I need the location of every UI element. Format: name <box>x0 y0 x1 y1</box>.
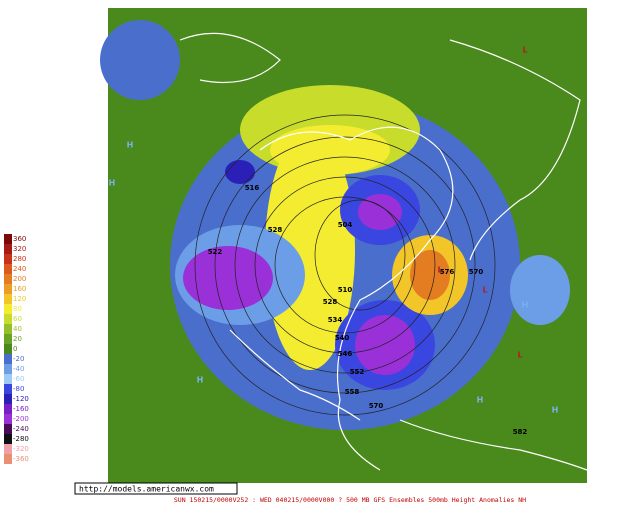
map-label: 582 <box>513 428 528 436</box>
legend-swatch <box>4 424 12 434</box>
anomaly-field <box>358 194 402 230</box>
legend-swatch <box>4 294 12 304</box>
map-label: 522 <box>208 248 223 256</box>
map-label: H <box>522 301 529 310</box>
map-label: H <box>127 141 134 150</box>
map-label: H <box>552 406 559 415</box>
map-label: 528 <box>268 226 283 234</box>
legend-label: -120 <box>13 395 29 403</box>
legend-label: 40 <box>13 325 22 333</box>
legend-label: -160 <box>13 405 29 413</box>
legend-label: 280 <box>13 255 26 263</box>
legend-swatch <box>4 354 12 364</box>
legend-swatch <box>4 454 12 464</box>
legend-swatch <box>4 264 12 274</box>
legend-label: -40 <box>13 365 24 373</box>
map-label: 540 <box>335 334 350 342</box>
map-label: 504 <box>338 221 353 229</box>
legend-swatch <box>4 344 12 354</box>
map-label: H <box>109 179 116 188</box>
map-label: 558 <box>345 388 360 396</box>
legend-label: -320 <box>13 445 29 453</box>
legend-swatch <box>4 304 12 314</box>
legend-swatch <box>4 244 12 254</box>
caption: SUN 150215/0000V252 : WED 040215/0000V00… <box>174 496 526 504</box>
legend-swatch <box>4 444 12 454</box>
legend-label: 240 <box>13 265 26 273</box>
map-label: H <box>477 396 484 405</box>
legend-label: 80 <box>13 305 22 313</box>
legend-swatch <box>4 334 12 344</box>
map-label: 570 <box>369 402 384 410</box>
anomaly-field <box>265 130 355 370</box>
legend-label: 360 <box>13 235 26 243</box>
legend-swatch <box>4 384 12 394</box>
anomaly-field <box>410 250 450 300</box>
anomaly-field <box>183 246 273 310</box>
legend: 360320280240200160120806040200-20-40-60-… <box>4 234 29 464</box>
legend-swatch <box>4 254 12 264</box>
map-label: 534 <box>328 316 343 324</box>
legend-swatch <box>4 274 12 284</box>
legend-label: 0 <box>13 345 17 353</box>
legend-label: 200 <box>13 275 26 283</box>
legend-label: -20 <box>13 355 24 363</box>
legend-label: 160 <box>13 285 26 293</box>
legend-swatch <box>4 374 12 384</box>
anomaly-field <box>225 160 255 184</box>
legend-label: 320 <box>13 245 26 253</box>
legend-swatch <box>4 324 12 334</box>
map-label: H <box>197 376 204 385</box>
map-label: 516 <box>245 184 260 192</box>
map-label: L <box>482 286 487 295</box>
legend-label: -240 <box>13 425 29 433</box>
legend-label: 60 <box>13 315 22 323</box>
map-label: 552 <box>350 368 365 376</box>
legend-swatch <box>4 414 12 424</box>
map-label: 528 <box>323 298 338 306</box>
legend-label: 120 <box>13 295 26 303</box>
anomaly-field <box>355 315 415 375</box>
map <box>100 8 588 483</box>
legend-label: -360 <box>13 455 29 463</box>
legend-swatch <box>4 404 12 414</box>
anomaly-field <box>510 255 570 325</box>
coastlines <box>179 32 588 471</box>
map-label: L <box>437 266 442 275</box>
map-label: L <box>522 46 527 55</box>
legend-swatch <box>4 314 12 324</box>
legend-swatch <box>4 394 12 404</box>
map-label: 570 <box>469 268 484 276</box>
legend-swatch <box>4 434 12 444</box>
legend-swatch <box>4 284 12 294</box>
map-label: 576 <box>440 268 455 276</box>
legend-label: 20 <box>13 335 22 343</box>
legend-swatch <box>4 234 12 244</box>
legend-label: -60 <box>13 375 24 383</box>
legend-label: -280 <box>13 435 29 443</box>
anomaly-field <box>100 20 180 100</box>
legend-label: -80 <box>13 385 24 393</box>
url-box <box>74 482 238 495</box>
url: http://models.americanwx.com <box>79 485 214 494</box>
legend-swatch <box>4 364 12 374</box>
map-label: 546 <box>338 350 353 358</box>
map-label: L <box>517 351 522 360</box>
legend-label: -200 <box>13 415 29 423</box>
map-label: 510 <box>338 286 353 294</box>
